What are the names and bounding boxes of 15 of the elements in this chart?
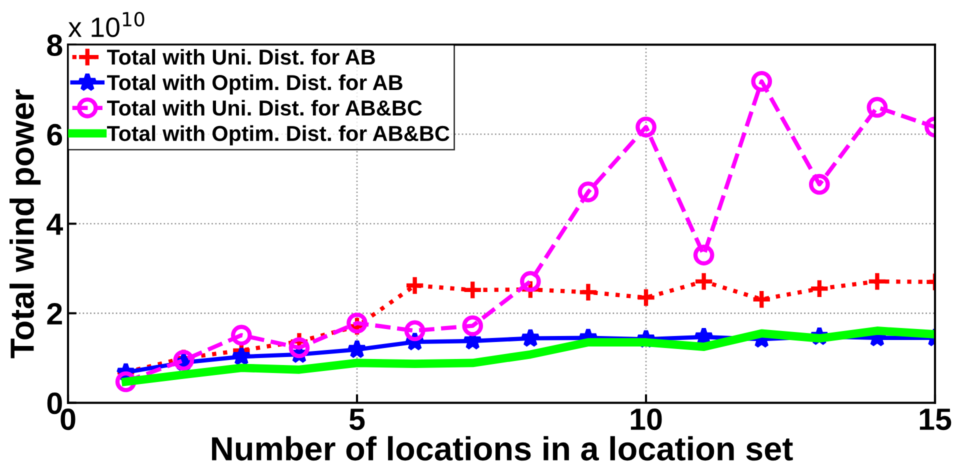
- y-tick-label: 4: [46, 214, 63, 235]
- y-tick-label: 8: [47, 34, 62, 56]
- x-tick-label: 10: [630, 408, 662, 430]
- x-tick-label: 15: [920, 408, 952, 430]
- text: x 10$^{10}$: [68, 12, 144, 38]
- legend-label: Total with Uni. Dist. for AB&BC: [107, 100, 422, 116]
- y-tick-label: 6: [47, 124, 62, 146]
- x-tick-label: 5: [349, 408, 365, 430]
- x-axis-title: Number of locations in a location set: [212, 436, 793, 461]
- y-tick-label: 0: [47, 392, 62, 414]
- legend-label: Total with Optim. Dist. for AB&BC: [107, 125, 450, 146]
- y-tick-label: 2: [47, 302, 62, 324]
- legend-label: Total with Optim. Dist. for AB: [107, 74, 402, 94]
- y-axis-title: Total wind power: [10, 89, 41, 358]
- legend-label: Total with Uni. Dist. for AB: [107, 48, 375, 65]
